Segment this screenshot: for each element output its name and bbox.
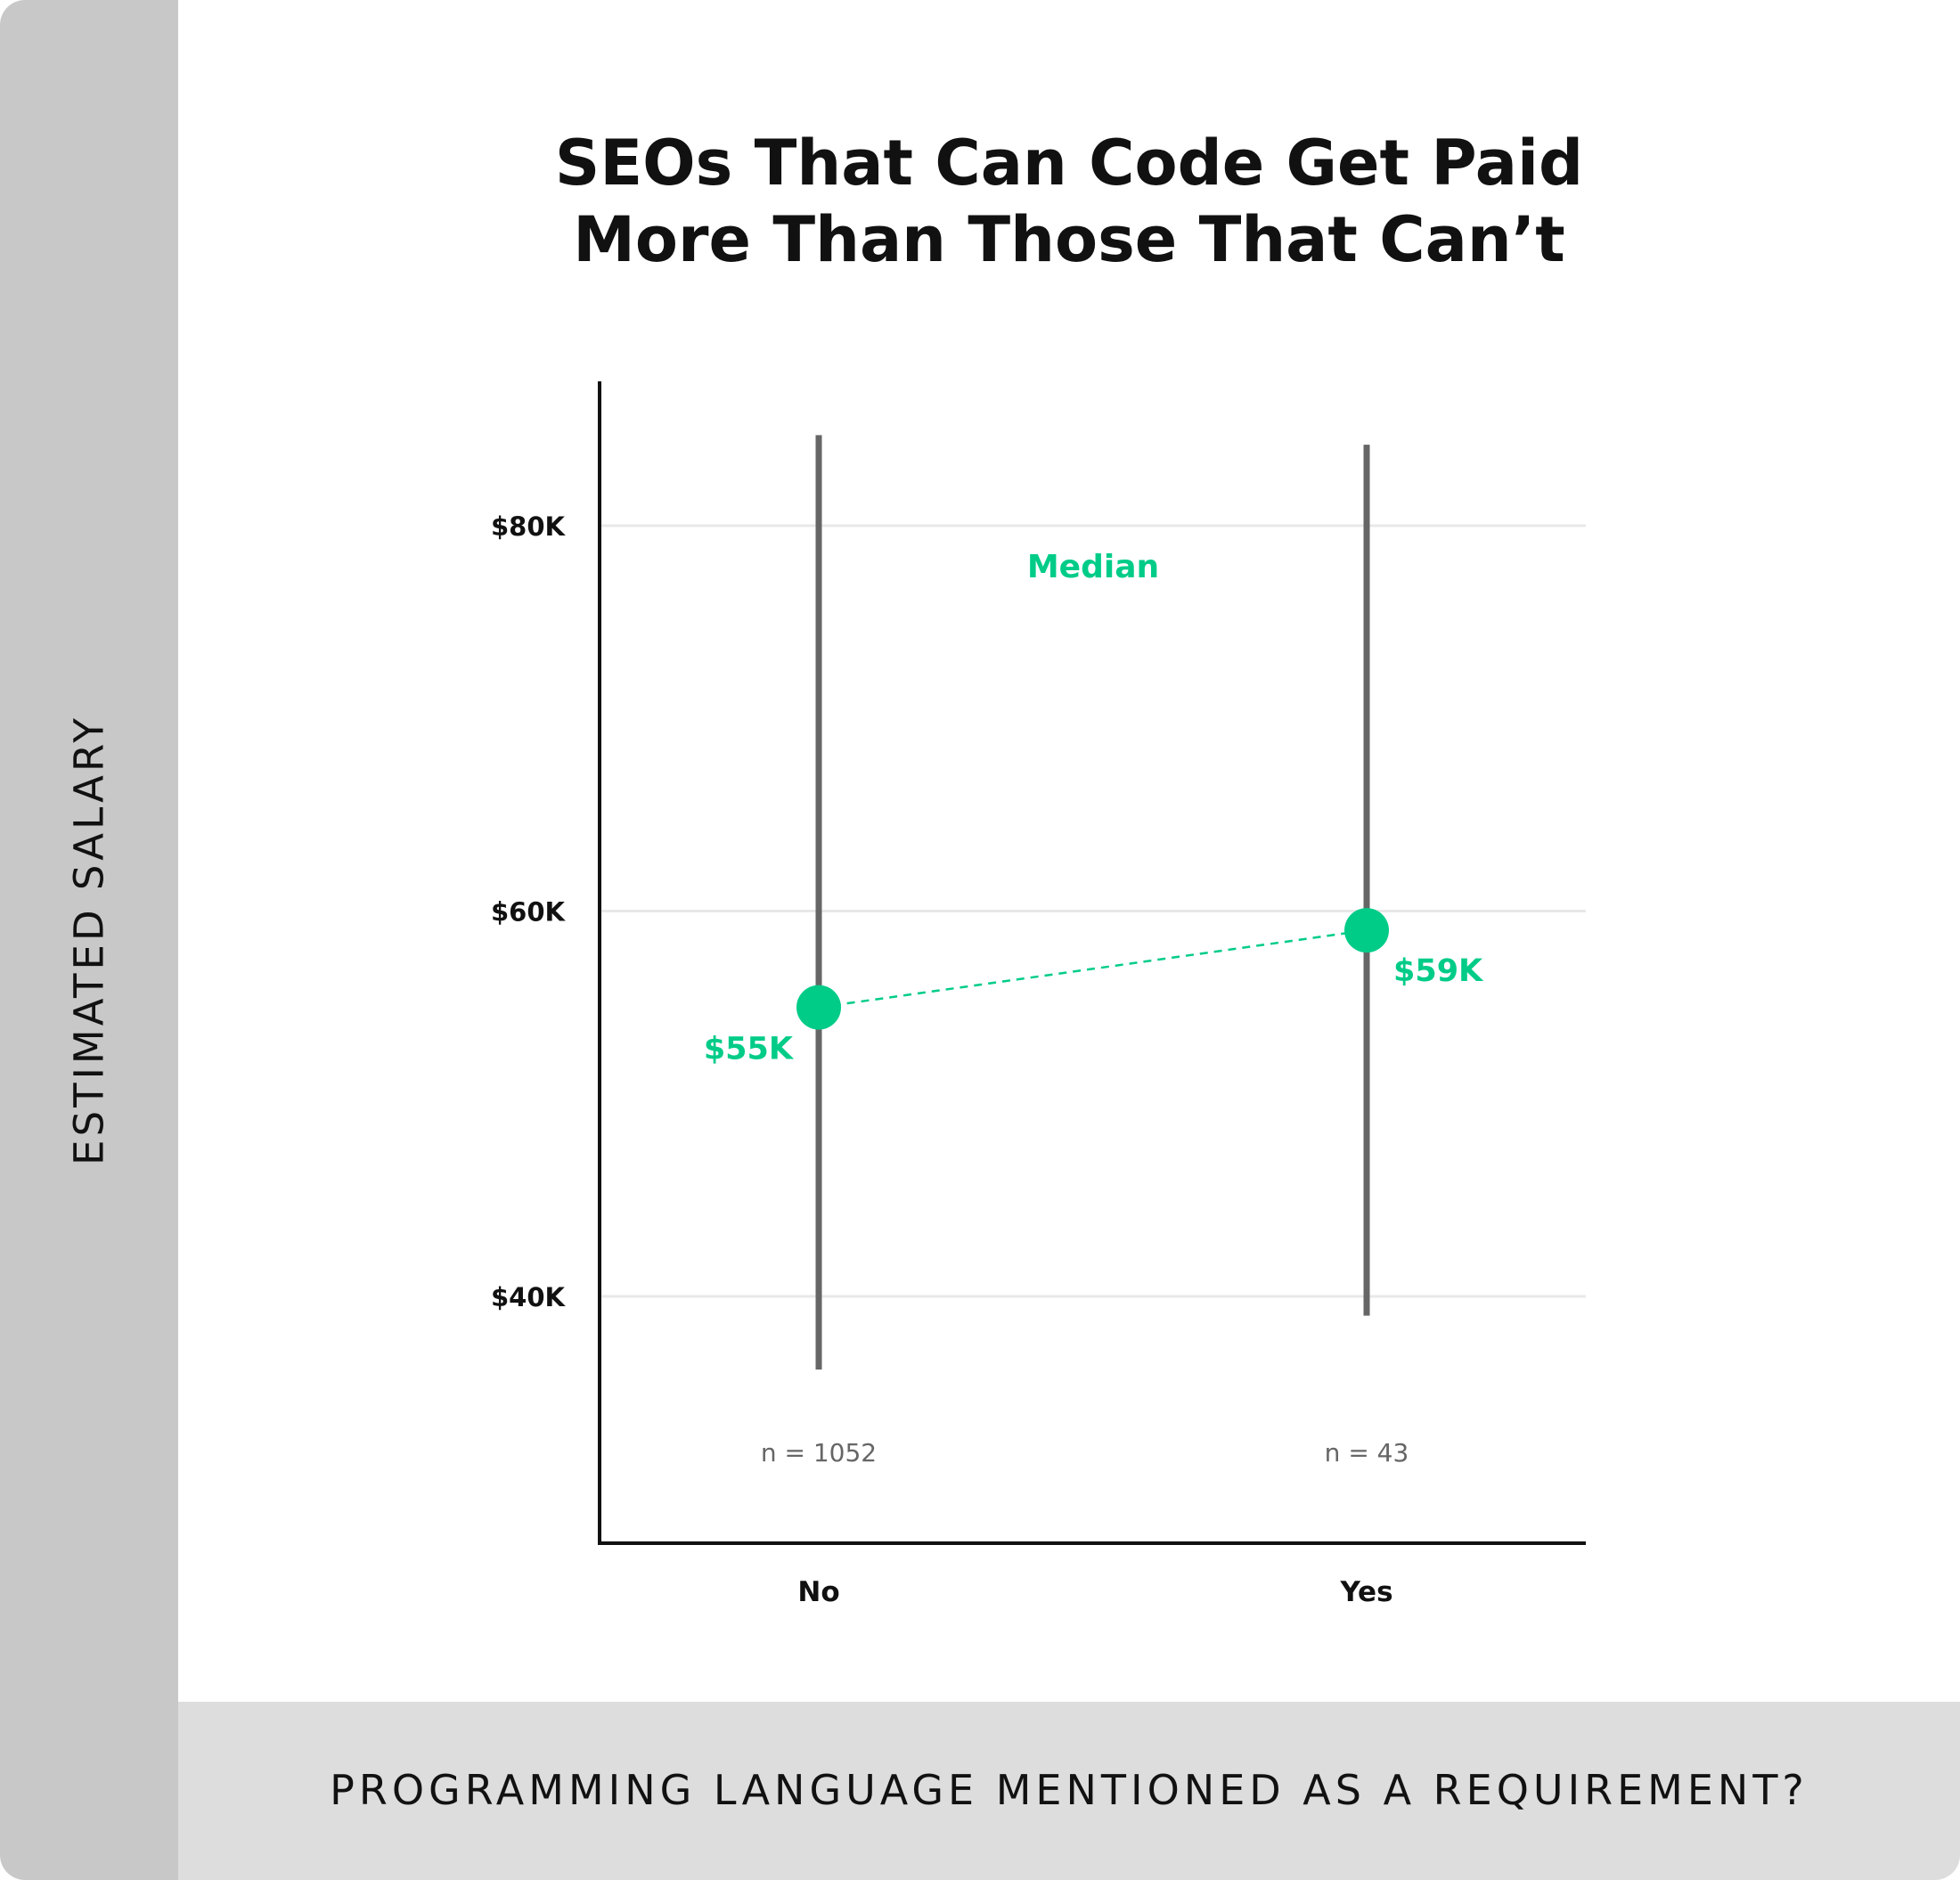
median-value-label: $55K	[704, 1032, 795, 1067]
chart-title: SEOs That Can Code Get Paid More Than Th…	[178, 125, 1960, 278]
y-axis-label-band: ESTIMATED SALARY	[0, 0, 178, 1880]
x-category-label: Yes	[1339, 1576, 1392, 1608]
median-point	[796, 985, 841, 1030]
y-tick-label: $40K	[491, 1282, 567, 1312]
sample-size-label: n = 43	[1325, 1438, 1409, 1467]
x-axis-label-band: PROGRAMMING LANGUAGE MENTIONED AS A REQU…	[178, 1702, 1960, 1880]
chart-title-line-1: SEOs That Can Code Get Paid	[554, 127, 1584, 200]
x-category-label: No	[797, 1576, 839, 1608]
median-point	[1344, 908, 1389, 953]
y-tick-label: $60K	[491, 897, 567, 928]
sample-size-label: n = 1052	[761, 1438, 877, 1467]
y-tick-label: $80K	[491, 511, 567, 542]
median-series-label: Median	[1027, 549, 1159, 585]
median-connector-line	[818, 928, 1368, 1009]
x-axis-label: PROGRAMMING LANGUAGE MENTIONED AS A REQU…	[330, 1766, 1809, 1814]
chart-title-line-2: More Than Those That Can’t	[573, 203, 1565, 276]
median-value-label: $59K	[1393, 953, 1484, 989]
